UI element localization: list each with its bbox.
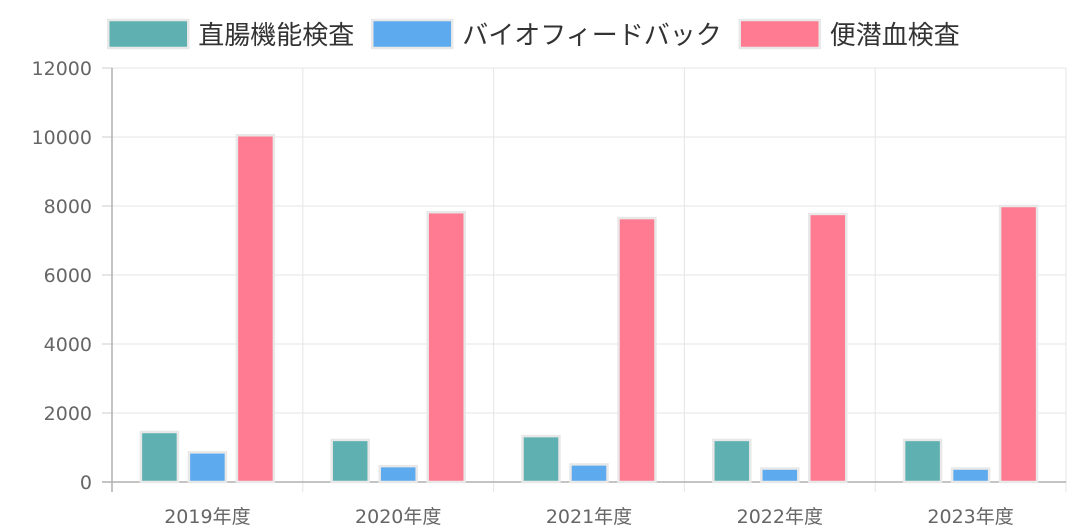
y-tick-label: 0	[80, 472, 92, 494]
bar[interactable]	[426, 210, 466, 484]
legend-swatch	[106, 18, 190, 50]
bar[interactable]	[808, 212, 848, 484]
legend-swatch	[371, 18, 454, 50]
x-axis-ticks: 2019年度 2020年度 2021年度 2022年度 2023年度	[164, 506, 1014, 528]
legend[interactable]: 直腸機能検査 バイオフィードバック 便潜血検査	[106, 18, 960, 51]
bar[interactable]	[950, 467, 991, 484]
y-axis-ticks: 0 2000 4000 6000 8000 10000 12000	[32, 58, 92, 494]
legend-item[interactable]: 便潜血検査	[738, 18, 960, 51]
bar[interactable]	[330, 438, 370, 484]
bar[interactable]	[902, 438, 943, 484]
y-tick-label: 8000	[44, 196, 92, 218]
x-tick-label: 2021年度	[546, 506, 632, 528]
bars	[139, 134, 1039, 484]
legend-item[interactable]: バイオフィードバック	[371, 18, 722, 51]
legend-swatch	[738, 18, 821, 50]
x-tick-label: 2022年度	[737, 506, 823, 528]
bar[interactable]	[617, 216, 657, 484]
bar[interactable]	[139, 430, 180, 484]
y-tick-label: 10000	[32, 127, 92, 149]
bar[interactable]	[235, 134, 276, 484]
y-tick-label: 4000	[44, 334, 92, 356]
legend-label: 便潜血検査	[830, 21, 960, 51]
legend-item[interactable]: 直腸機能検査	[106, 18, 354, 51]
x-tick-label: 2023年度	[927, 506, 1013, 528]
legend-label: バイオフィードバック	[462, 21, 721, 51]
y-tick-label: 12000	[32, 58, 92, 80]
bar[interactable]	[712, 438, 752, 484]
bar[interactable]	[760, 467, 800, 484]
x-tick-label: 2020年度	[355, 506, 441, 528]
bar[interactable]	[521, 434, 561, 484]
bar[interactable]	[187, 451, 228, 484]
bar[interactable]	[378, 464, 418, 484]
bar[interactable]	[998, 204, 1039, 484]
y-tick-label: 6000	[44, 265, 92, 287]
y-tick-label: 2000	[44, 403, 92, 425]
bar[interactable]	[569, 463, 609, 484]
x-tick-label: 2019年度	[164, 506, 250, 528]
legend-label: 直腸機能検査	[198, 21, 354, 51]
